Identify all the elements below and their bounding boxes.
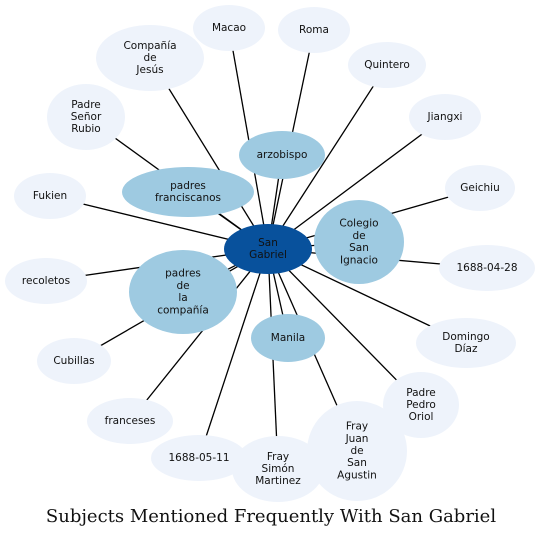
diagram-title: Subjects Mentioned Frequently With San G… <box>46 506 496 527</box>
node-label-domingo-diaz: Domingo Díaz <box>442 331 489 355</box>
node-label-manila: Manila <box>271 332 305 344</box>
node-shape-colegio-de-san-ignacio <box>314 200 404 284</box>
node-geichiu: Geichiu <box>445 165 515 211</box>
node-label-recoletos: recoletos <box>22 275 70 287</box>
node-shape-recoletos <box>5 258 87 304</box>
node-label-colegio-de-san-ignacio: Colegio de San Ignacio <box>339 218 378 267</box>
node-jiangxi: Jiangxi <box>409 94 481 140</box>
edge-franceses <box>129 248 269 422</box>
node-shape-geichiu <box>445 165 515 211</box>
node-label-roma: Roma <box>299 24 329 36</box>
node-franceses: franceses <box>87 398 173 444</box>
node-shape-franceses <box>87 398 173 444</box>
edge-quintero <box>267 64 388 250</box>
node-label-arzobispo: arzobispo <box>257 149 308 161</box>
node-label-fukien: Fukien <box>33 190 67 202</box>
node-arzobispo: arzobispo <box>239 131 325 179</box>
node-label-padres-franciscanos: padres franciscanos <box>155 180 221 204</box>
node-colegio-de-san-ignacio: Colegio de San Ignacio <box>314 200 404 284</box>
node-label-1688-04-28: 1688-04-28 <box>456 262 517 274</box>
node-san-gabriel-center: San Gabriel <box>224 224 312 274</box>
edge-jiangxi <box>267 116 446 250</box>
node-label-1688-05-11: 1688-05-11 <box>168 452 229 464</box>
node-shape-padres-de-la-compania <box>129 250 237 334</box>
node-shape-roma <box>278 7 350 53</box>
edge-padre-pedro-oriol <box>267 248 422 406</box>
nodes-layer: Macao Roma Compañía de Jesús Quintero Jiangxi P… <box>5 5 535 502</box>
node-shape-fray-simon-martinez <box>232 436 324 502</box>
node-padre-pedro-oriol: Padre Pedro Oriol <box>383 372 459 438</box>
node-shape-manila <box>251 314 325 362</box>
node-label-fray-simon-martinez: Fray Simón Martinez <box>255 451 301 487</box>
node-shape-fukien <box>14 173 86 219</box>
node-shape-compania-de-jesus <box>96 25 204 91</box>
node-fukien: Fukien <box>14 173 86 219</box>
node-cubillas: Cubillas <box>37 338 111 384</box>
node-fray-juan-de-san-agustin: Fray Juan de San Agustin <box>307 401 407 501</box>
node-manila: Manila <box>251 314 325 362</box>
node-shape-padre-pedro-oriol <box>383 372 459 438</box>
node-compania-de-jesus: Compañía de Jesús <box>96 25 204 91</box>
node-shape-jiangxi <box>409 94 481 140</box>
edge-compania-de-jesus <box>149 57 269 250</box>
node-shape-cubillas <box>37 338 111 384</box>
node-label-geichiu: Geichiu <box>460 182 500 194</box>
node-label-fray-juan-de-san-agustin: Fray Juan de San Agustin <box>337 421 377 482</box>
node-label-quintero: Quintero <box>364 59 410 71</box>
node-shape-padre-senor-rubio <box>47 84 125 150</box>
node-shape-1688-04-28 <box>439 245 535 291</box>
node-shape-quintero <box>348 42 426 88</box>
node-shape-fray-juan-de-san-agustin <box>307 401 407 501</box>
node-label-jiangxi: Jiangxi <box>427 111 463 123</box>
node-label-macao: Macao <box>212 22 246 34</box>
node-label-san-gabriel-center: San Gabriel <box>249 237 287 261</box>
node-label-padre-pedro-oriol: Padre Pedro Oriol <box>406 387 436 423</box>
node-label-padre-senor-rubio: Padre Señor Rubio <box>71 99 102 135</box>
edge-1688-05-11 <box>198 248 269 459</box>
node-quintero: Quintero <box>348 42 426 88</box>
node-shape-1688-05-11 <box>151 435 247 481</box>
node-domingo-diaz: Domingo Díaz <box>416 318 516 368</box>
node-padre-senor-rubio: Padre Señor Rubio <box>47 84 125 150</box>
node-shape-padres-franciscanos <box>122 167 254 217</box>
node-label-cubillas: Cubillas <box>53 355 94 367</box>
node-roma: Roma <box>278 7 350 53</box>
node-1688-05-11: 1688-05-11 <box>151 435 247 481</box>
node-label-franceses: franceses <box>105 415 156 427</box>
node-macao: Macao <box>193 5 265 51</box>
node-recoletos: recoletos <box>5 258 87 304</box>
node-shape-san-gabriel-center <box>224 224 312 274</box>
node-label-padres-de-la-compania: padres de la compañía <box>157 268 209 317</box>
node-fray-simon-martinez: Fray Simón Martinez <box>232 436 324 502</box>
node-padres-de-la-compania: padres de la compañía <box>129 250 237 334</box>
node-shape-domingo-diaz <box>416 318 516 368</box>
node-padres-franciscanos: padres franciscanos <box>122 167 254 217</box>
node-1688-04-28: 1688-04-28 <box>439 245 535 291</box>
node-label-compania-de-jesus: Compañía de Jesús <box>123 40 176 76</box>
node-shape-macao <box>193 5 265 51</box>
edge-macao <box>228 27 269 250</box>
node-shape-arzobispo <box>239 131 325 179</box>
